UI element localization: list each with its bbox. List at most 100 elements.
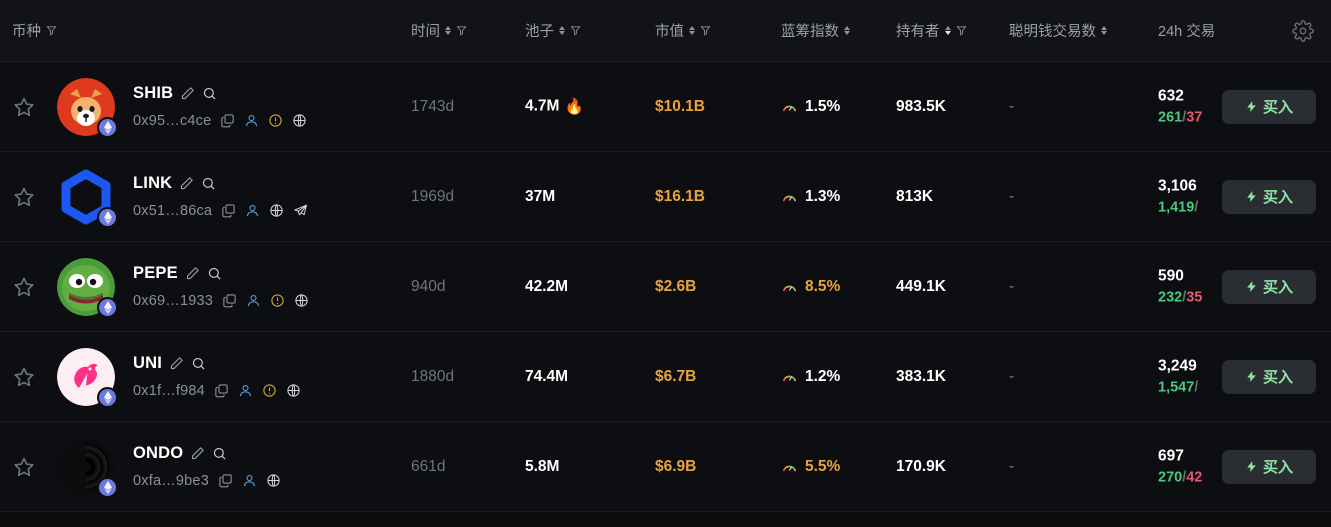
copy-icon[interactable]	[221, 203, 236, 218]
column-header-0[interactable]: 币种	[12, 20, 57, 41]
sort-toggle-icon[interactable]	[844, 26, 850, 35]
warning-icon[interactable]	[268, 113, 283, 128]
tx-sell-count: 37	[1186, 109, 1203, 125]
token-logo-wrap[interactable]	[57, 77, 118, 138]
holders-icon[interactable]	[238, 383, 253, 398]
tx-total-count: 3,106	[1158, 177, 1197, 194]
bluechip-gauge-icon	[782, 375, 797, 382]
edit-icon[interactable]	[180, 86, 195, 101]
copy-icon[interactable]	[220, 113, 235, 128]
cell-smart-money: -	[1009, 187, 1015, 205]
warning-icon[interactable]	[262, 383, 277, 398]
tx-total-count: 632	[1158, 87, 1184, 104]
table-row[interactable]: ONDO 0xfa…9be3 661d 5.8M $6.9B 5.5% 170.9K - 697…	[0, 422, 1331, 512]
cell-market-cap: $16.1B	[655, 187, 705, 205]
cell-pool: 42.2M	[525, 278, 568, 296]
column-header-1[interactable]: 时间	[411, 20, 467, 41]
tx-separator: /	[1182, 469, 1187, 485]
tx-total-count: 697	[1158, 447, 1184, 464]
cell-holders: 449.1K	[896, 277, 946, 295]
cell-age: 1880d	[411, 367, 455, 385]
ethereum-icon	[103, 480, 112, 494]
website-icon[interactable]	[266, 473, 281, 488]
cell-holders: 383.1K	[896, 367, 946, 385]
token-logo-wrap[interactable]	[57, 347, 118, 408]
column-header-2[interactable]: 池子	[525, 20, 581, 41]
buy-button[interactable]: 买入	[1222, 359, 1316, 394]
holders-icon[interactable]	[245, 203, 260, 218]
table-row[interactable]: LINK 0x51…86ca 1969d 37M $16.1B 1.3% 813K - 3,10…	[0, 152, 1331, 242]
column-header-6[interactable]: 聪明钱交易数	[1009, 20, 1107, 41]
holders-icon[interactable]	[244, 113, 259, 128]
hot-fire-icon: 🔥	[564, 98, 584, 115]
cell-smart-money: -	[1009, 457, 1015, 475]
edit-icon[interactable]	[185, 266, 200, 281]
cell-age: 661d	[411, 457, 446, 475]
website-icon[interactable]	[286, 383, 301, 398]
sort-toggle-icon[interactable]	[1101, 26, 1107, 35]
token-logo-wrap[interactable]	[57, 257, 118, 318]
buy-button[interactable]: 买入	[1222, 179, 1316, 214]
warning-icon[interactable]	[270, 293, 285, 308]
edit-icon[interactable]	[179, 176, 194, 191]
cell-market-cap: $6.7B	[655, 367, 697, 385]
search-icon[interactable]	[201, 176, 216, 191]
website-icon[interactable]	[292, 113, 307, 128]
lightning-icon	[1247, 281, 1256, 292]
favorite-star-icon[interactable]	[12, 275, 36, 299]
buy-button[interactable]: 买入	[1222, 449, 1316, 484]
column-header-7[interactable]: 24h 交易	[1158, 20, 1215, 41]
search-icon[interactable]	[191, 356, 206, 371]
column-header-4[interactable]: 蓝筹指数	[781, 20, 850, 41]
copy-icon[interactable]	[218, 473, 233, 488]
lightning-icon	[1247, 461, 1256, 472]
cell-holders: 170.9K	[896, 457, 946, 475]
tx-total-count: 3,249	[1158, 357, 1197, 374]
token-logo-wrap[interactable]	[57, 167, 118, 228]
table-row[interactable]: PEPE 0x69…1933 940d 42.2M $2.6B 8.5% 449.1K - 59…	[0, 242, 1331, 332]
edit-icon[interactable]	[190, 446, 205, 461]
telegram-icon[interactable]	[293, 203, 308, 218]
filter-icon[interactable]	[46, 25, 57, 36]
table-row[interactable]: SHIB 0x95…c4ce 1743d 4.7M 🔥 $10.1B 1.5% 983.5K -…	[0, 62, 1331, 152]
sort-toggle-icon[interactable]	[689, 26, 695, 35]
search-icon[interactable]	[207, 266, 222, 281]
filter-icon[interactable]	[456, 25, 467, 36]
column-header-3[interactable]: 市值	[655, 20, 711, 41]
table-row[interactable]: UNI 0x1f…f984 1880d 74.4M $6.7B 1.2% 383.1K - 3,…	[0, 332, 1331, 422]
sort-toggle-icon[interactable]	[559, 26, 565, 35]
favorite-star-icon[interactable]	[12, 455, 36, 479]
website-icon[interactable]	[269, 203, 284, 218]
filter-icon[interactable]	[570, 25, 581, 36]
column-header-label: 时间	[411, 24, 440, 40]
buy-button[interactable]: 买入	[1222, 89, 1316, 124]
holders-icon[interactable]	[242, 473, 257, 488]
edit-icon[interactable]	[169, 356, 184, 371]
bluechip-value: 1.5%	[805, 97, 841, 115]
favorite-star-icon[interactable]	[12, 95, 36, 119]
cell-smart-money: -	[1009, 277, 1015, 295]
token-address: 0x95…c4ce	[133, 112, 212, 129]
sort-toggle-icon[interactable]	[944, 26, 951, 35]
tx-separator: /	[1194, 379, 1199, 395]
cell-pool: 5.8M	[525, 458, 559, 476]
token-symbol: PEPE	[133, 263, 178, 282]
favorite-star-icon[interactable]	[12, 365, 36, 389]
favorite-star-icon[interactable]	[12, 185, 36, 209]
token-info: UNI 0x1f…f984	[133, 353, 301, 401]
column-header-5[interactable]: 持有者	[896, 20, 967, 41]
copy-icon[interactable]	[214, 383, 229, 398]
token-logo-wrap[interactable]	[57, 437, 118, 498]
bluechip-value: 1.3%	[805, 187, 841, 205]
buy-button[interactable]: 买入	[1222, 269, 1316, 304]
website-icon[interactable]	[294, 293, 309, 308]
copy-icon[interactable]	[222, 293, 237, 308]
search-icon[interactable]	[212, 446, 227, 461]
filter-icon[interactable]	[955, 25, 967, 36]
holders-icon[interactable]	[246, 293, 261, 308]
filter-icon[interactable]	[700, 25, 711, 36]
search-icon[interactable]	[202, 86, 217, 101]
gear-icon[interactable]	[1292, 19, 1314, 42]
pool-value: 42.2M	[525, 277, 569, 295]
sort-toggle-icon[interactable]	[445, 26, 451, 35]
